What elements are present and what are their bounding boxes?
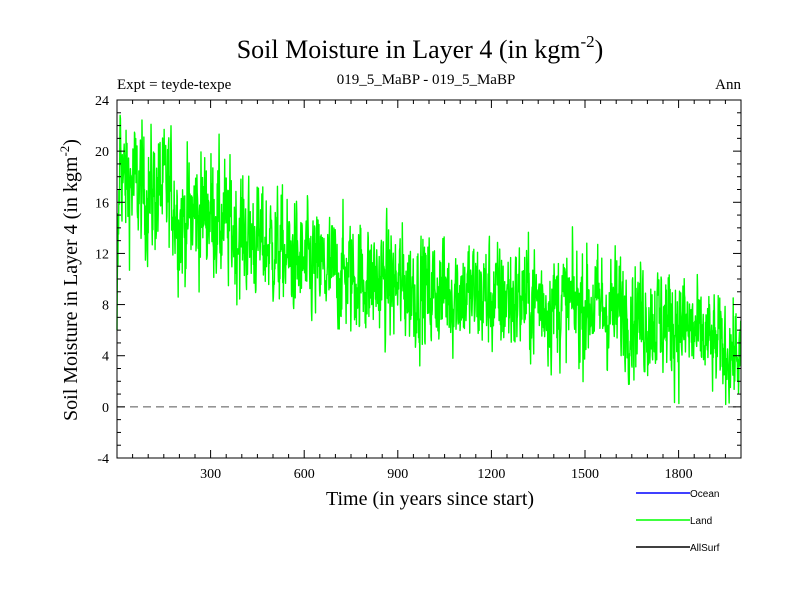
x-axis-label: Time (in years since start) (326, 488, 534, 510)
legend: Ocean Land AllSurf (636, 489, 720, 554)
y-tick-labels: -4 0 4 8 12 16 20 24 (95, 94, 109, 467)
legend-label-land: Land (690, 516, 712, 527)
y-tick-label: 20 (95, 145, 109, 160)
y-tick-label: 8 (102, 299, 109, 314)
y-tick-label: 0 (102, 401, 109, 416)
season-label: Ann (715, 77, 741, 93)
y-tick-label: 24 (95, 94, 109, 109)
y-axis-label: Soil Moisture in Layer 4 (in kgm-2) (57, 139, 82, 421)
axis-ticks (117, 100, 741, 458)
legend-label-allsurf: AllSurf (690, 543, 720, 554)
y-tick-label: -4 (97, 452, 109, 467)
period-label: 019_5_MaBP - 019_5_MaBP (337, 72, 516, 88)
legend-label-ocean: Ocean (690, 489, 719, 500)
plot-area: 300 600 900 1200 1500 1800 -4 0 4 8 12 16 20 24 (95, 94, 742, 482)
x-tick-label: 1200 (477, 467, 505, 482)
x-tick-label: 300 (200, 467, 221, 482)
experiment-label: Expt = teyde-texpe (117, 77, 232, 93)
x-tick-label: 600 (294, 467, 315, 482)
x-tick-label: 1500 (571, 467, 599, 482)
x-tick-label: 1800 (665, 467, 693, 482)
land-series-line (116, 114, 742, 406)
chart-title: Soil Moisture in Layer 4 (in kgm-2) (237, 32, 604, 64)
y-tick-label: 12 (95, 247, 109, 262)
series-land-line (116, 114, 742, 406)
y-tick-label: 16 (95, 196, 109, 211)
x-tick-label: 900 (387, 467, 408, 482)
x-tick-labels: 300 600 900 1200 1500 1800 (200, 467, 692, 482)
y-tick-label: 4 (102, 350, 109, 365)
